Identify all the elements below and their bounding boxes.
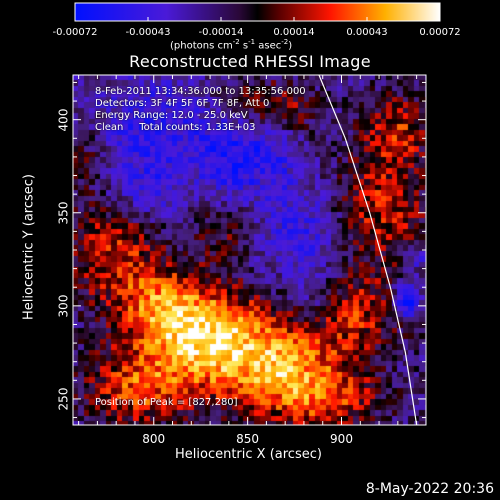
x-tick-label: 850 <box>236 432 260 446</box>
y-tick-label: 400 <box>56 108 71 132</box>
colorbar-tick-label: -0.00014 <box>198 27 244 38</box>
info-energy-range: Energy Range: 12.0 - 25.0 keV <box>95 110 248 121</box>
y-tick-label: 300 <box>56 294 71 318</box>
colorbar-units-label: (photons cm-2 s-1 asec-2) <box>170 38 293 52</box>
plot-title: Reconstructed RHESSI Image <box>129 52 371 71</box>
x-tick-label: 800 <box>142 432 166 446</box>
colorbar-frame <box>74 2 441 22</box>
peak-position-label: Position of Peak = [827,280] <box>95 397 238 408</box>
heatmap-image <box>73 75 426 425</box>
info-time-range: 8-Feb-2011 13:34:36.000 to 13:35:56.000 <box>95 86 306 97</box>
solar-limb-curve <box>318 74 418 426</box>
colorbar-tick-label: -0.00072 <box>52 27 98 38</box>
info-detectors: Detectors: 3F 4F 5F 6F 7F 8F, Att 0 <box>95 98 270 109</box>
y-axis-label: Heliocentric Y (arcsec) <box>21 174 37 320</box>
colorbar-tick-label: 0.00043 <box>346 27 388 38</box>
date-stamp: 8-May-2022 20:36 <box>365 481 494 497</box>
colorbar <box>74 2 441 22</box>
colorbar-tick-label: 0.00014 <box>273 27 315 38</box>
info-clean-counts: Clean Total counts: 1.33E+03 <box>95 122 256 133</box>
x-axis-label: Heliocentric X (arcsec) <box>175 447 322 462</box>
axis-ticks <box>73 75 426 425</box>
colorbar-ticks <box>74 17 441 21</box>
x-tick-label: 900 <box>330 432 353 446</box>
colorbar-gradient <box>75 3 440 21</box>
colorbar-tick-label: 0.00072 <box>419 27 461 38</box>
y-tick-label: 250 <box>56 387 71 411</box>
y-tick-label: 350 <box>56 201 71 225</box>
colorbar-tick-label: -0.00043 <box>125 27 171 38</box>
